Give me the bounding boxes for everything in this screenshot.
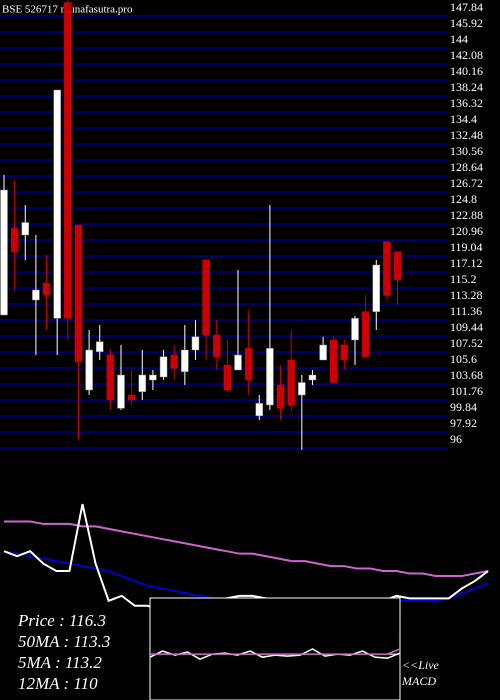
candle-body bbox=[64, 2, 72, 319]
candle-body bbox=[361, 311, 370, 357]
candle-body bbox=[149, 374, 157, 381]
candle-body bbox=[319, 344, 327, 361]
y-tick-label: 115.2 bbox=[450, 272, 477, 286]
candle-body bbox=[159, 356, 168, 378]
y-tick-label: 134.4 bbox=[450, 112, 477, 126]
y-tick-label: 140.16 bbox=[450, 64, 483, 78]
y-tick-label: 103.68 bbox=[450, 368, 483, 382]
y-tick-label: 126.72 bbox=[450, 176, 483, 190]
macd-line bbox=[150, 648, 401, 655]
indicator-label: 50MA : 113.3 bbox=[18, 632, 110, 651]
candle-body bbox=[223, 364, 232, 391]
candle-body bbox=[255, 403, 264, 417]
y-tick-label: 145.92 bbox=[450, 16, 483, 30]
y-tick-label: 124.8 bbox=[450, 192, 477, 206]
candle-body bbox=[138, 374, 147, 392]
y-tick-label: 111.36 bbox=[450, 304, 482, 318]
y-tick-label: 142.08 bbox=[450, 48, 483, 62]
candle-body bbox=[340, 344, 349, 361]
y-tick-label: 109.44 bbox=[450, 320, 483, 334]
y-tick-label: 147.84 bbox=[450, 0, 483, 14]
candle-body bbox=[372, 264, 381, 312]
candle-body bbox=[127, 394, 136, 401]
indicator-label: Price : 116.3 bbox=[17, 611, 106, 630]
macd-box bbox=[149, 597, 401, 700]
y-tick-label: 107.52 bbox=[450, 336, 483, 350]
candle-body bbox=[266, 348, 274, 406]
candle-body bbox=[212, 334, 221, 357]
candle-body bbox=[10, 228, 19, 252]
candle-body bbox=[106, 354, 115, 401]
macd-label: <<Live MACD bbox=[401, 658, 440, 688]
candle-body bbox=[202, 259, 210, 336]
candle-body bbox=[53, 89, 61, 319]
y-tick-label: 128.64 bbox=[450, 160, 483, 174]
candle-body bbox=[117, 374, 125, 409]
y-tick-label: 105.6 bbox=[450, 352, 477, 366]
candle-body bbox=[351, 318, 359, 341]
y-tick-label: 96 bbox=[450, 432, 462, 446]
candle-body bbox=[234, 354, 242, 371]
candle-body bbox=[308, 374, 317, 381]
y-tick-label: 138.24 bbox=[450, 80, 483, 94]
candle-body bbox=[287, 359, 295, 406]
y-tick-label: 117.12 bbox=[450, 256, 483, 270]
indicator-line bbox=[3, 550, 489, 602]
y-tick-label: 119.04 bbox=[450, 240, 483, 254]
candle-body bbox=[393, 251, 402, 281]
y-tick-label: 130.56 bbox=[450, 144, 483, 158]
candle-body bbox=[21, 222, 30, 236]
y-tick-label: 136.32 bbox=[450, 96, 483, 110]
y-tick-label: 101.76 bbox=[450, 384, 483, 398]
y-tick-label: 144 bbox=[450, 32, 468, 46]
candle-body bbox=[191, 336, 200, 351]
candle-body bbox=[170, 354, 178, 369]
indicator-line bbox=[3, 503, 489, 612]
y-tick-label: 97.92 bbox=[450, 416, 477, 430]
y-tick-label: 122.88 bbox=[450, 208, 483, 222]
y-tick-label: 113.28 bbox=[450, 288, 483, 302]
y-tick-label: 132.48 bbox=[450, 128, 483, 142]
candle-body bbox=[298, 382, 306, 396]
indicator-line bbox=[4, 520, 489, 577]
indicator-label: 5MA : 113.2 bbox=[18, 653, 102, 672]
candle-body bbox=[181, 349, 189, 372]
candle-body bbox=[329, 339, 338, 383]
candle-body bbox=[383, 241, 391, 296]
candle-body bbox=[85, 349, 93, 391]
indicator-label: 12MA : 110 bbox=[18, 674, 98, 693]
y-tick-label: 99.84 bbox=[450, 400, 477, 414]
candle-body bbox=[74, 224, 83, 362]
candle-body bbox=[95, 341, 104, 352]
candle-body bbox=[42, 283, 51, 296]
y-tick-label: 120.96 bbox=[450, 224, 483, 238]
candle-body bbox=[276, 384, 285, 409]
candle-body bbox=[0, 189, 8, 316]
candle-body bbox=[244, 348, 253, 381]
candle-body bbox=[32, 289, 40, 301]
